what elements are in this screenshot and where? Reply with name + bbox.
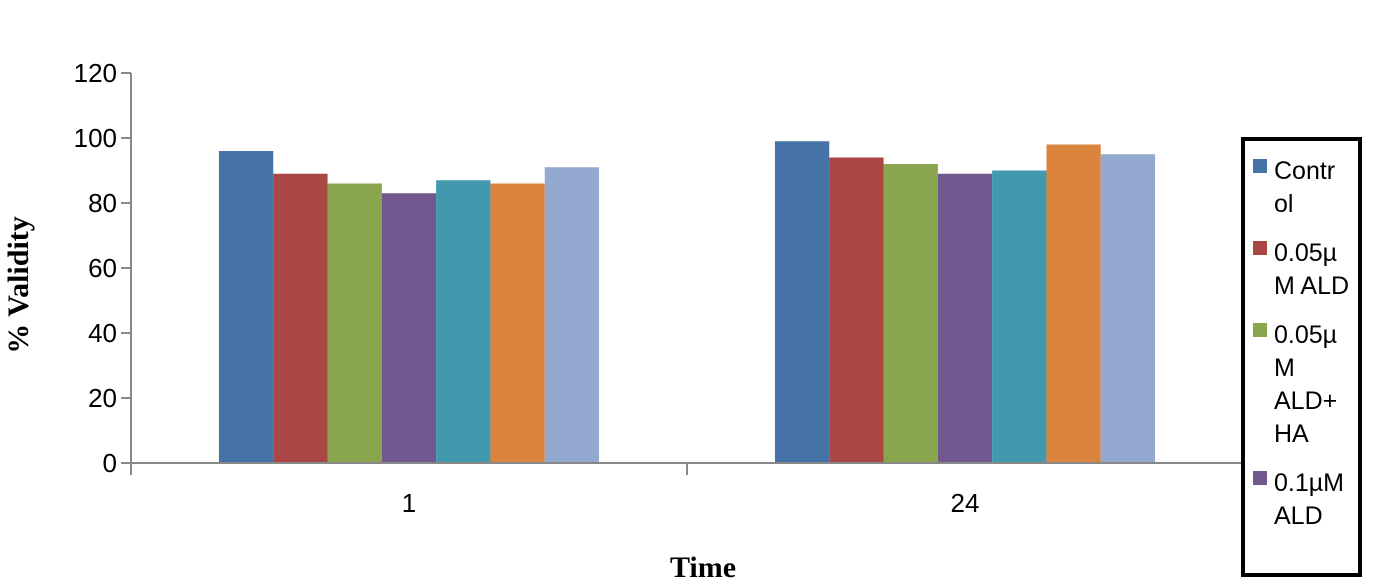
bar [490,183,545,463]
bar [829,157,884,463]
y-tick-label: 60 [88,253,117,283]
legend-swatch [1253,323,1267,337]
legend-swatch [1253,471,1267,485]
legend-label: Contr [1274,157,1335,185]
bar [937,173,993,463]
legend-label: ALD+ [1274,387,1337,415]
legend-label: M [1274,354,1295,382]
bar [1100,154,1156,463]
legend-items: Contr ol 0.05µ M ALD 0.05µ M ALD+ HA 0.1µM ALD [1253,157,1349,530]
bar [381,193,437,463]
bar [218,151,274,463]
y-axis-title: % Validity [2,216,35,354]
bar [544,167,600,463]
x-tick-label: 1 [402,488,416,518]
bar [273,173,328,463]
x-axis-ticks: 1 24 [402,463,980,518]
bar [436,180,491,463]
y-axis-ticks: 0 20 40 60 80 100 120 [74,58,131,478]
y-tick-label: 40 [88,318,117,348]
legend-label: ALD [1274,502,1323,530]
bar [774,141,830,463]
y-tick-label: 0 [103,448,117,478]
legend: Contr ol 0.05µ M ALD 0.05µ M ALD+ HA 0.1µM ALD [1241,137,1362,577]
bar [992,170,1047,463]
x-tick-label: 24 [951,488,980,518]
legend-label: ol [1274,190,1293,218]
y-tick-label: 120 [74,58,117,88]
y-tick-label: 100 [74,123,117,153]
bar [1046,144,1101,463]
x-axis-title: Time [670,551,736,584]
legend-label: 0.05µ [1274,239,1337,267]
legend-label: HA [1274,420,1309,448]
legend-swatch [1253,159,1267,173]
bar [327,183,382,463]
legend-label: 0.1µM [1274,469,1344,497]
bars [218,141,1156,463]
y-tick-label: 80 [88,188,117,218]
legend-swatch [1253,241,1267,255]
legend-label: 0.05µ [1274,321,1337,349]
y-tick-label: 20 [88,383,117,413]
bar [883,164,938,463]
legend-box [1241,137,1362,577]
legend-label: M ALD [1274,272,1349,300]
